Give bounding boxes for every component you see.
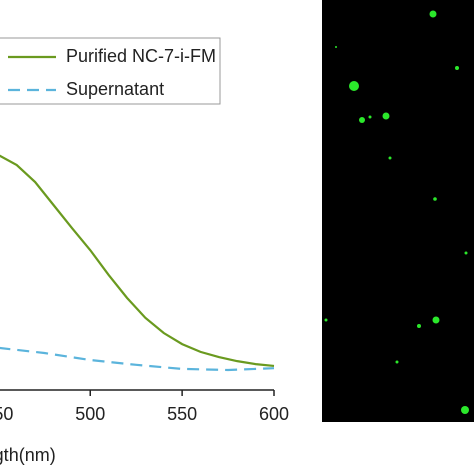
x-tick-label: 550 — [167, 404, 197, 424]
micrograph — [322, 0, 474, 422]
series-line — [0, 346, 275, 372]
x-tick-label: 500 — [75, 404, 105, 424]
fluorescent-dots — [324, 10, 469, 414]
legend-label: Purified NC-7-i-FM — [66, 46, 216, 66]
legend-label: Supernatant — [66, 79, 164, 99]
x-tick-label: 600 — [259, 404, 289, 424]
legend-box — [0, 37, 221, 105]
x-tick-label: 450 — [0, 404, 13, 424]
legend: Purified NC-7-i-FM Supernatant — [0, 37, 221, 105]
x-axis-label: Wavelength(nm) — [0, 445, 56, 465]
micrograph-background — [322, 0, 474, 422]
series-line — [0, 154, 275, 368]
